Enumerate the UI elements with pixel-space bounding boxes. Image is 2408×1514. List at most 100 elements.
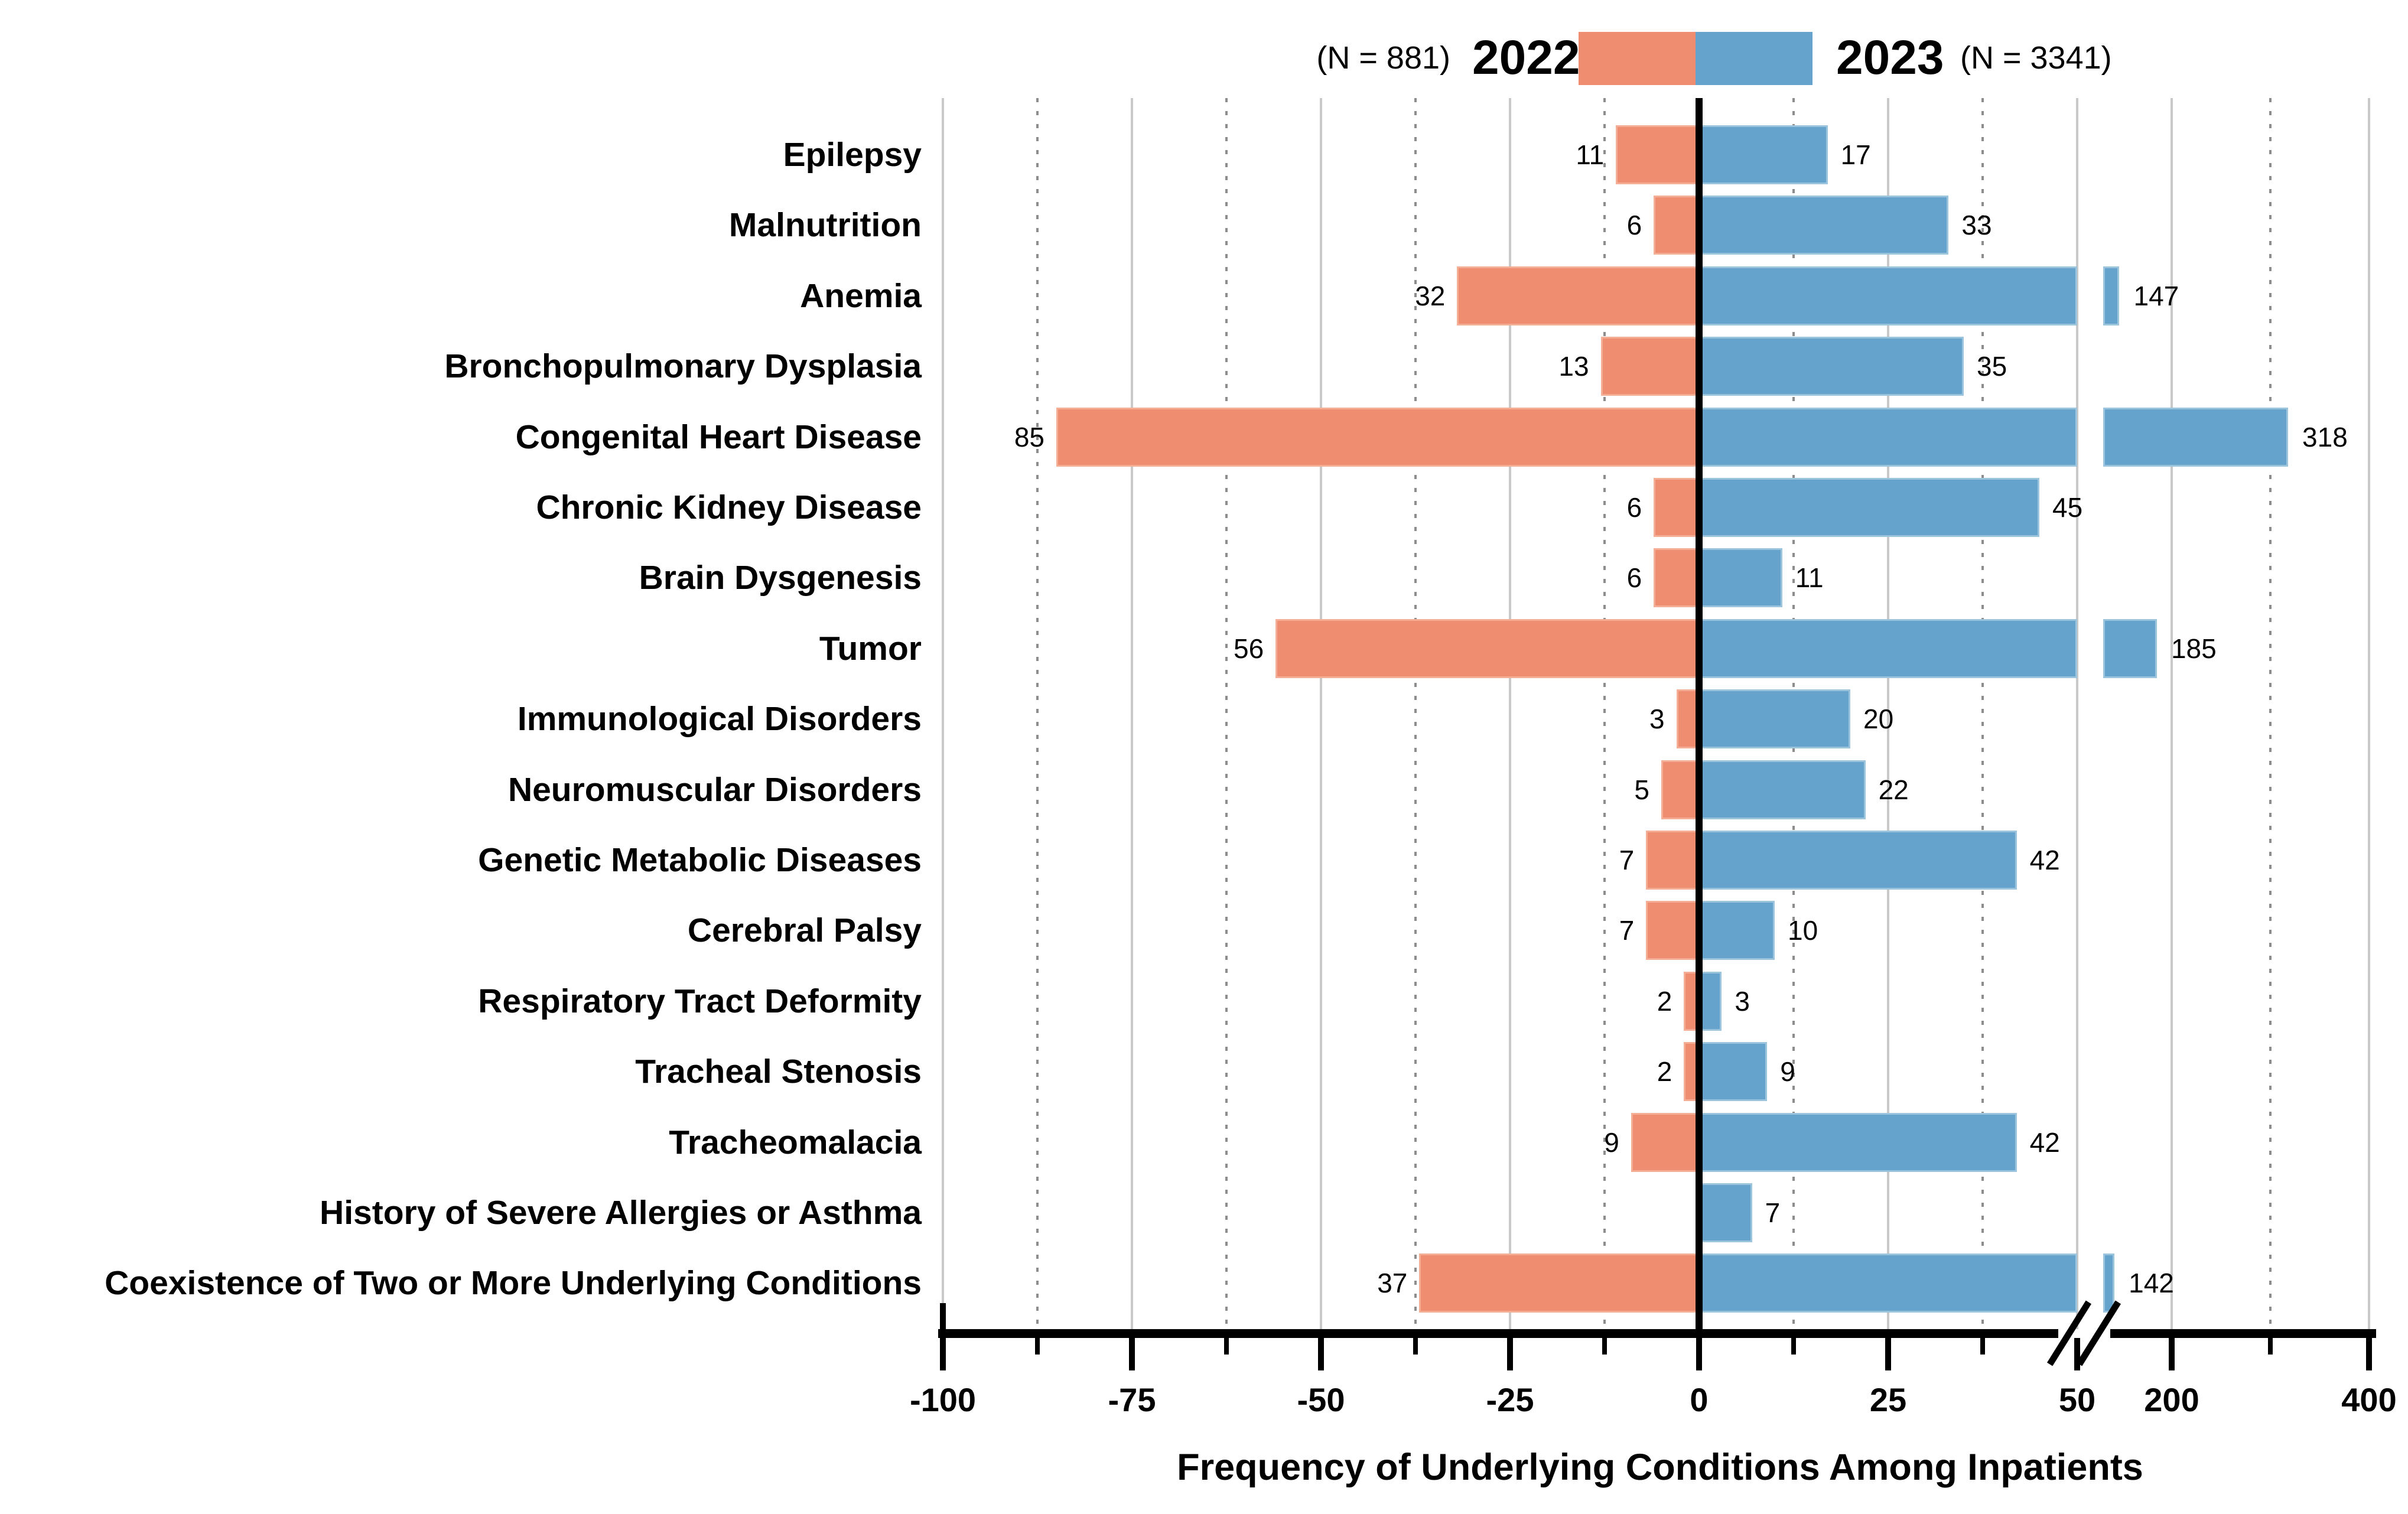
legend-2023-count: (N = 3341) (1960, 40, 2112, 76)
category-label: Chronic Kidney Disease (536, 489, 922, 526)
legend-2022-year: 2022 (1472, 31, 1580, 84)
category-label: History of Severe Allergies or Asthma (320, 1194, 922, 1232)
value-label-2022: 13 (1558, 351, 1589, 382)
bar-2023-overflow-segment (2103, 618, 2157, 678)
value-label-2022: 11 (1576, 139, 1605, 170)
value-label-2023: 142 (2129, 1268, 2174, 1299)
value-label-2023: 42 (2029, 1126, 2060, 1158)
gridline-major (1131, 98, 1133, 1329)
axis-tick-label: 400 (2341, 1381, 2397, 1418)
category-label: Malnutrition (728, 206, 922, 245)
axis-tick-minor (1224, 1338, 1229, 1355)
gridline-minor (2269, 98, 2272, 1329)
gridline-minor (1981, 98, 1984, 1329)
value-label-2023: 35 (1977, 351, 2007, 382)
value-label-2022: 6 (1626, 492, 1642, 523)
category-label: Neuromuscular Disorders (507, 770, 922, 809)
bar-2023 (1699, 1253, 2077, 1313)
axis-tick-major (1507, 1338, 1513, 1370)
bar-2023 (1699, 266, 2077, 325)
axis-tick-major (940, 1338, 946, 1370)
gridline-minor (1414, 98, 1417, 1329)
axis-tick-label: -75 (1108, 1381, 1156, 1418)
bar-2023 (1699, 196, 1949, 255)
bar-2023 (1699, 478, 2039, 537)
bar-2023 (1699, 1183, 1752, 1242)
bar-2023 (1699, 548, 1782, 608)
axis-tick-major (1885, 1338, 1891, 1370)
axis-tick-label: -25 (1486, 1381, 1534, 1418)
value-label-2022: 32 (1415, 280, 1446, 311)
category-label: Anemia (800, 276, 922, 315)
axis-tick-label: -50 (1297, 1381, 1345, 1418)
value-label-2022: 7 (1619, 915, 1635, 946)
gridline-minor (1225, 98, 1228, 1329)
gridline-minor (1603, 98, 1606, 1329)
value-label-2022: 9 (1604, 1126, 1619, 1158)
gridline-major (1509, 98, 1511, 1329)
bar-2022 (1646, 901, 1699, 961)
bar-2023 (1699, 407, 2077, 467)
axis-tick-minor (2268, 1338, 2273, 1355)
value-label-2022: 5 (1634, 774, 1649, 805)
value-label-2023: 318 (2302, 421, 2348, 452)
value-label-2023: 20 (1863, 704, 1894, 735)
category-label: Tracheomalacia (669, 1123, 922, 1161)
bar-2023-overflow-segment (2103, 407, 2289, 467)
value-label-2022: 56 (1234, 633, 1264, 664)
category-label: Respiratory Tract Deformity (478, 982, 922, 1020)
bar-2023 (1699, 1112, 2017, 1172)
bar-2022 (1056, 407, 1699, 467)
bar-2022 (1654, 478, 1699, 537)
bar-2023 (1699, 125, 1828, 184)
value-label-2023: 7 (1765, 1197, 1781, 1228)
value-label-2023: 10 (1788, 915, 1818, 946)
bar-2023 (1699, 901, 1775, 961)
axis-tick-major (1129, 1338, 1135, 1370)
bar-2022 (1654, 196, 1699, 255)
axis-tick-minor (1035, 1338, 1040, 1355)
value-label-2023: 185 (2171, 633, 2217, 664)
axis-tick-major (1318, 1338, 1324, 1370)
value-label-2023: 22 (1878, 774, 1909, 805)
bar-2022 (1654, 548, 1699, 608)
category-label: Genetic Metabolic Diseases (478, 841, 922, 879)
axis-tick-label: -100 (909, 1381, 977, 1418)
bar-2023 (1699, 760, 1866, 819)
axis-tick-major (2169, 1338, 2175, 1370)
axis-tick-label: 200 (2144, 1381, 2199, 1418)
category-label: Coexistence of Two or More Underlying Co… (105, 1264, 922, 1303)
bar-2022 (1457, 266, 1699, 325)
value-label-2022: 2 (1657, 985, 1672, 1017)
value-label-2022: 6 (1626, 210, 1642, 241)
axis-tick-label: 50 (2058, 1381, 2096, 1418)
x-axis-title: Frequency of Underlying Conditions Among… (1177, 1447, 2143, 1488)
value-label-2022: 6 (1626, 562, 1642, 594)
bar-2022 (1646, 831, 1699, 890)
axis-tick-major (1696, 1338, 1702, 1370)
bar-2023 (1699, 689, 1850, 749)
category-label: Cerebral Palsy (687, 911, 922, 950)
axis-tick-minor (1791, 1338, 1796, 1355)
value-label-2023: 17 (1840, 139, 1871, 170)
bar-2022 (1616, 125, 1699, 184)
bar-2023-overflow-segment (2103, 266, 2120, 325)
value-label-2022: 7 (1619, 845, 1635, 875)
value-label-2022: 3 (1649, 704, 1665, 735)
bar-2023 (1699, 831, 2017, 890)
category-label: Tracheal Stenosis (635, 1053, 922, 1091)
value-label-2023: 3 (1735, 985, 1750, 1017)
axis-tick-major (2366, 1338, 2372, 1370)
bar-2023 (1699, 618, 2077, 678)
axis-tick-label: 0 (1690, 1381, 1709, 1418)
x-axis-line (938, 1329, 2058, 1338)
gridline-major (1320, 98, 1322, 1329)
value-label-2022: 37 (1377, 1268, 1408, 1299)
x-axis-line (2110, 1329, 2376, 1338)
category-label: Brain Dysgenesis (639, 559, 922, 597)
axis-tick-minor (1980, 1338, 1985, 1355)
value-label-2023: 147 (2133, 280, 2179, 311)
gridline-major (942, 98, 944, 1329)
bar-2023 (1699, 337, 1964, 396)
